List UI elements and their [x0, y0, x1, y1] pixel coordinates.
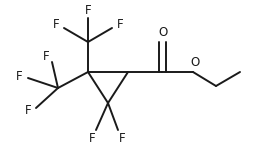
Text: O: O — [158, 27, 168, 40]
Text: F: F — [119, 132, 125, 146]
Text: F: F — [16, 70, 22, 83]
Text: F: F — [85, 3, 91, 16]
Text: F: F — [25, 103, 31, 117]
Text: F: F — [53, 17, 59, 31]
Text: F: F — [117, 17, 123, 31]
Text: O: O — [190, 55, 200, 69]
Text: F: F — [89, 132, 95, 146]
Text: F: F — [43, 49, 49, 63]
